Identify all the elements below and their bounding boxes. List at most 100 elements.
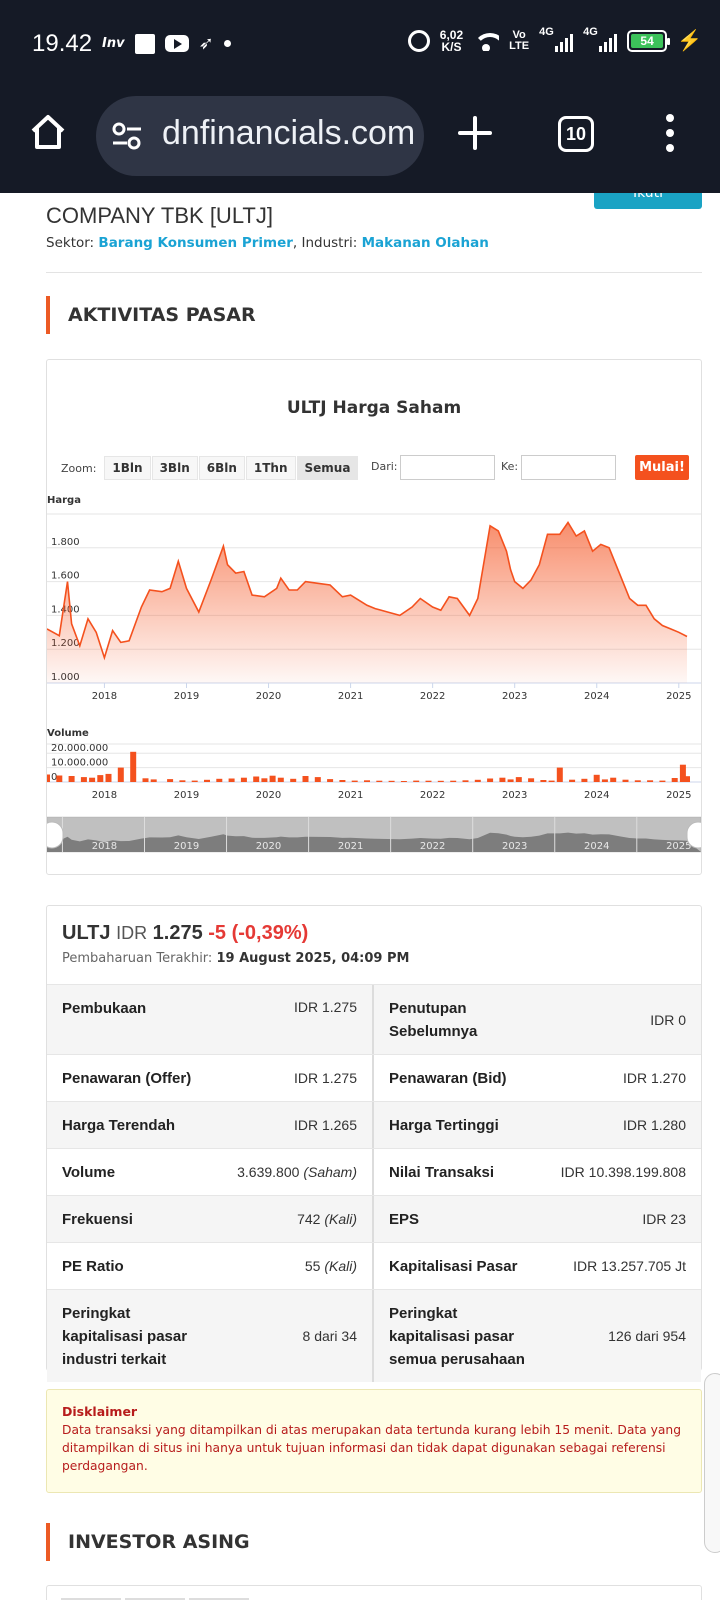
- price-axis-title: Harga: [47, 495, 81, 506]
- volume-bar: [462, 780, 469, 782]
- navigator-tick-label: 2025: [666, 841, 691, 852]
- disclaimer-box: Disklaimer Data transaksi yang ditampilk…: [46, 1389, 702, 1493]
- volume-bar: [659, 780, 666, 782]
- price-x-tick-label: 2022: [420, 691, 445, 702]
- volume-axis-title: Volume: [47, 728, 89, 739]
- more-notifications-dot-icon: [223, 40, 231, 47]
- chart-title: ULTJ Harga Saham: [286, 398, 462, 418]
- table-value: IDR 10.398.199.808: [560, 1164, 686, 1180]
- disclaimer-title: Disklaimer: [62, 1404, 138, 1419]
- table-key: Penawaran (Offer): [62, 1069, 192, 1087]
- browser-toolbar: dnfinancials.com 10: [0, 94, 720, 176]
- volume-bar: [261, 778, 268, 782]
- quote-card: ULTJ IDR 1.275 -5 (-0,39%) Pembaharuan T…: [46, 905, 702, 1382]
- from-date-input[interactable]: [400, 455, 495, 480]
- volume-bar: [425, 780, 432, 782]
- table-key: Nilai Transaksi: [389, 1163, 495, 1181]
- volume-bar: [569, 779, 576, 782]
- tab-switcher-button[interactable]: 10: [558, 116, 594, 152]
- volume-bar: [450, 780, 457, 782]
- volume-x-tick-label: 2018: [92, 790, 117, 801]
- table-value: IDR 1.275: [293, 999, 357, 1015]
- zoom-1bln-button[interactable]: 1Bln: [104, 456, 151, 480]
- volte-icon: Vo LTE: [509, 28, 530, 52]
- table-value: IDR 0: [650, 1011, 686, 1028]
- volume-bar: [47, 774, 50, 782]
- price-tick-label: 1.600: [51, 571, 80, 582]
- site-settings-icon[interactable]: [112, 122, 142, 150]
- address-bar[interactable]: dnfinancials.com: [96, 96, 424, 176]
- price-x-tick-label: 2021: [338, 691, 363, 702]
- follow-button[interactable]: Ikuti: [594, 193, 702, 209]
- table-row: Harga Terendah IDR 1.265 Harga Tertinggi I…: [47, 1101, 701, 1148]
- volume-bar: [269, 775, 276, 782]
- zoom-controls: Zoom: 1Bln 3Bln 6Bln 1Thn Semua: [61, 456, 359, 480]
- url-text[interactable]: dnfinancials.com: [162, 114, 416, 152]
- table-key: Harga Tertinggi: [389, 1116, 499, 1134]
- zoom-semua-button[interactable]: Semua: [296, 456, 359, 480]
- table-value: IDR 1.270: [622, 1070, 686, 1086]
- volume-bar: [314, 777, 321, 782]
- navigator-mask: [47, 817, 701, 852]
- table-key: EPS: [389, 1210, 420, 1228]
- table-value: 8 dari 34: [302, 1328, 357, 1344]
- volume-bar: [351, 780, 358, 782]
- table-key: Pembukaan: [62, 1000, 147, 1017]
- volume-bar: [277, 777, 284, 782]
- volume-x-tick-label: 2023: [502, 790, 527, 801]
- volume-bar: [89, 777, 96, 782]
- scroll-handle[interactable]: [704, 1373, 720, 1553]
- investor-tabs[interactable]: [46, 1585, 702, 1600]
- zoom-3bln-button[interactable]: 3Bln: [151, 456, 198, 480]
- volume-bar: [388, 780, 395, 782]
- volume-bar: [593, 774, 600, 782]
- table-key: Harga Terendah: [62, 1116, 176, 1134]
- navigator-tick-label: 2022: [420, 841, 445, 852]
- section-title-foreign-investor: INVESTOR ASING: [46, 1523, 250, 1561]
- status-bar: 19.42 Inv ➶ 6,02 K/S Vo LTE 4G 4G 54 ⚡: [0, 0, 720, 90]
- navigator-tick-label: 2020: [256, 841, 281, 852]
- app-notification-icon: [134, 33, 155, 54]
- volume-bar: [671, 778, 678, 782]
- volume-bar: [167, 779, 174, 782]
- volume-bar: [507, 779, 514, 782]
- to-date-input[interactable]: [521, 455, 616, 480]
- battery-level: 54: [631, 33, 664, 48]
- volume-tick-label: 20.000.000: [51, 743, 108, 754]
- table-value: IDR 1.275: [293, 1070, 357, 1086]
- table-row: PE Ratio 55 (Kali) Kapitalisasi Pasar IDR …: [47, 1242, 701, 1289]
- wifi-icon: [473, 31, 500, 51]
- volume-x-tick-label: 2020: [256, 790, 281, 801]
- volume-bar: [290, 778, 297, 782]
- zoom-1thn-button[interactable]: 1Thn: [245, 456, 296, 480]
- navigator-handle-right: [686, 821, 701, 849]
- apply-range-button[interactable]: Mulai!: [635, 455, 689, 480]
- table-value: IDR 1.280: [622, 1117, 686, 1133]
- price-x-tick-label: 2020: [256, 691, 281, 702]
- more-menu-icon[interactable]: [666, 114, 674, 152]
- table-value: 126 dari 954: [608, 1328, 686, 1344]
- volume-bar: [499, 777, 506, 782]
- volume-bar: [150, 779, 157, 782]
- range-navigator[interactable]: 2018 2019 2020 2021 2022 2023 2024 2025: [47, 816, 701, 853]
- sector-link[interactable]: Barang Konsumen Primer: [98, 235, 293, 251]
- volume-x-tick-label: 2019: [174, 790, 199, 801]
- industry-link[interactable]: Makanan Olahan: [361, 235, 489, 251]
- quote-symbol: ULTJ: [62, 922, 111, 944]
- volume-bar: [556, 767, 563, 782]
- volume-bar: [191, 780, 198, 782]
- notification-icons: Inv ➶: [102, 33, 231, 54]
- navigator-series: [47, 832, 701, 852]
- home-icon[interactable]: [28, 112, 68, 152]
- navigator-handle-left: [47, 821, 64, 849]
- volume-bar: [364, 780, 370, 782]
- new-tab-icon[interactable]: [458, 116, 492, 150]
- alarm-icon: [407, 29, 430, 52]
- table-row: Volume 3.639.800 (Saham) Nilai Transaksi I…: [47, 1148, 701, 1195]
- inv-app-icon: Inv: [102, 36, 125, 51]
- volume-bar: [339, 780, 346, 782]
- table-value: 3.639.800 (Saham): [237, 1164, 357, 1180]
- zoom-6bln-button[interactable]: 6Bln: [198, 456, 245, 480]
- last-update-time: 19 August 2025, 04:09 PM: [216, 951, 410, 966]
